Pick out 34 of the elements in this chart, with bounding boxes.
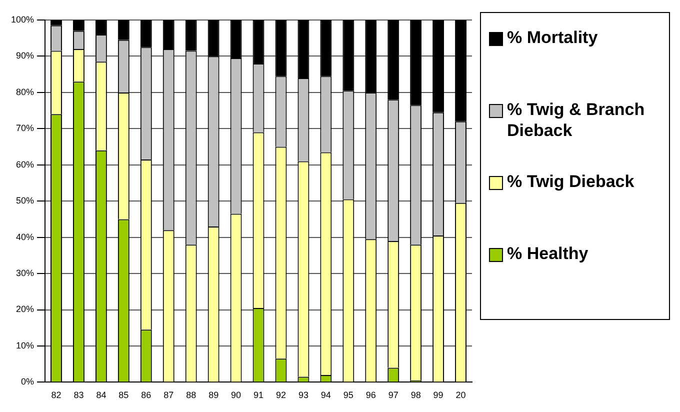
- x-tick-label: 88: [186, 390, 196, 400]
- y-tick-label: 50%: [16, 196, 34, 206]
- y-tick-label: 100%: [10, 14, 34, 24]
- x-tick-label: 86: [141, 390, 152, 400]
- y-tick-label: 30%: [16, 268, 34, 278]
- y-tick-label: 40%: [16, 232, 34, 242]
- x-tick-label: 84: [96, 390, 106, 400]
- x-tick-label: 99: [433, 390, 444, 400]
- x-tick-label: 95: [343, 390, 354, 400]
- x-tick-label: 83: [74, 390, 84, 400]
- y-tick-label: 80%: [16, 86, 34, 97]
- y-tick-label: 0%: [21, 376, 34, 387]
- x-tick-label: 82: [51, 390, 62, 400]
- x-tick-label: 97: [388, 390, 398, 400]
- x-tick-label: 89: [208, 390, 219, 400]
- x-tick-label: 98: [410, 390, 421, 400]
- y-tick-label: 20%: [16, 304, 34, 314]
- legend-label: % Twig Dieback: [507, 171, 634, 192]
- x-tick-label: 87: [164, 390, 174, 400]
- x-tick-label: 20: [456, 390, 466, 400]
- x-tick-label: 91: [254, 390, 264, 400]
- y-tick-label: 60%: [16, 159, 34, 170]
- x-tick-label: 94: [320, 390, 331, 400]
- x-tick-label: 96: [366, 390, 376, 400]
- legend-label: % Healthy: [507, 243, 588, 264]
- legend-label: % Twig & Branch Dieback: [507, 99, 646, 141]
- x-tick-label: 85: [118, 390, 129, 400]
- y-tick-label: 70%: [16, 123, 34, 134]
- x-tick-label: 93: [298, 390, 308, 400]
- y-tick-label: 10%: [16, 340, 34, 350]
- legend-label: % Mortality: [507, 27, 598, 48]
- x-tick-label: 90: [231, 390, 242, 400]
- x-tick-label: 92: [276, 390, 286, 400]
- y-tick-label: 90%: [16, 50, 34, 61]
